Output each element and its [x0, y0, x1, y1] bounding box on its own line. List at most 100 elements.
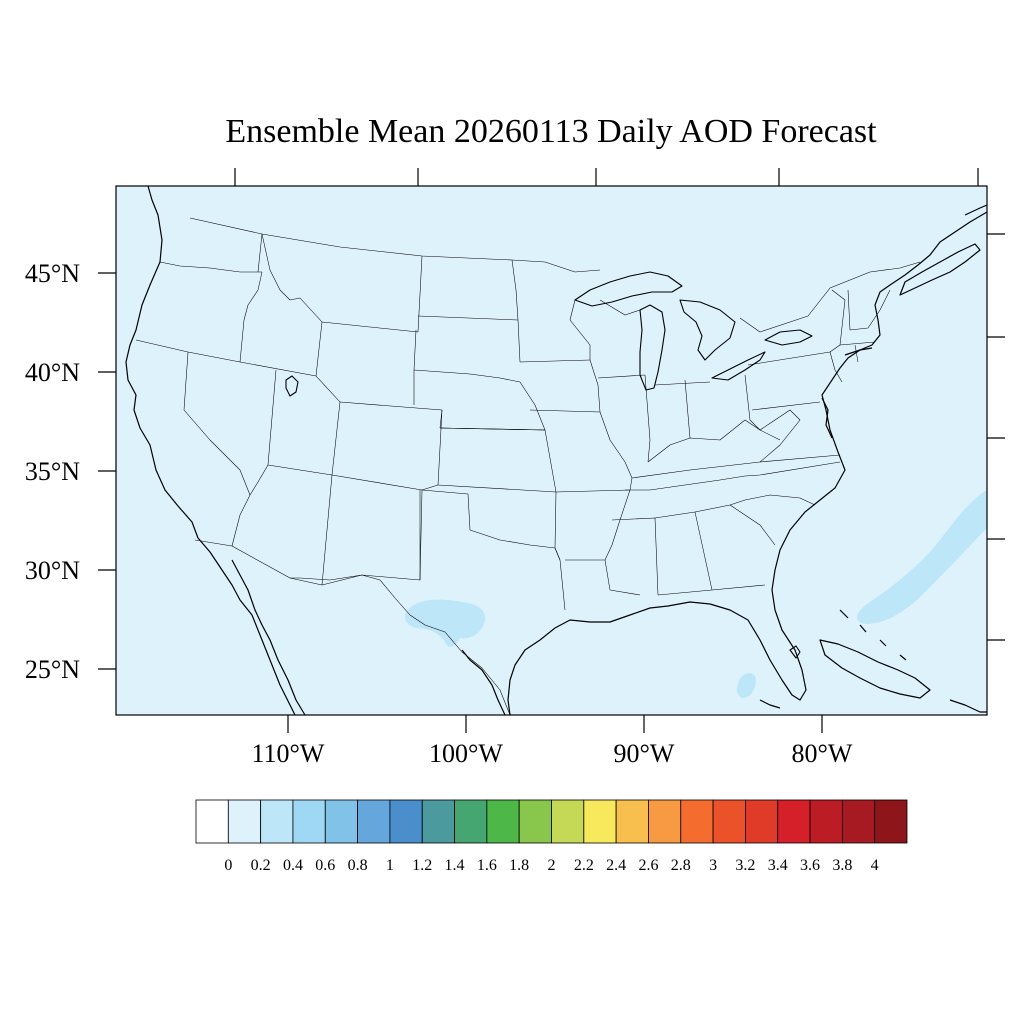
lat-label: 25°N: [25, 655, 80, 684]
coastlines: [125, 185, 988, 716]
colorbar-tick-label: 2.2: [574, 857, 594, 874]
aod-background-field: [116, 186, 987, 715]
or-id: [239, 271, 263, 363]
colorbar-box: [454, 799, 488, 844]
mn-ia: [519, 359, 591, 363]
colorbar-box: [486, 799, 520, 844]
lake-huron: [679, 299, 736, 361]
colorbar-box: [357, 799, 391, 844]
lake-superior: [574, 271, 683, 307]
colorbar-box: [712, 799, 746, 844]
ga-sc-nc: [694, 494, 816, 546]
colorbar-box: [518, 799, 552, 844]
colorbar-box: [648, 799, 682, 844]
colorbar-box: [421, 799, 455, 844]
aod-plume-texas: [404, 599, 486, 647]
colorbar-tick-label: 2.4: [606, 857, 626, 874]
nv-ut-az: [249, 369, 277, 496]
colorbar-tick-label: 2.6: [638, 857, 658, 874]
colorbar-tick-label: 0.4: [283, 857, 303, 874]
lon-labels: 110°W 100°W 90°W 80°W: [252, 739, 853, 768]
colorbar-tick-label: 0.8: [348, 857, 368, 874]
colorbar-box: [874, 799, 908, 844]
bahamas: [839, 609, 907, 661]
colorbar-box: [615, 799, 649, 844]
nd-sd: [417, 315, 519, 321]
lake-michigan: [639, 304, 666, 391]
lat-ticks: [98, 233, 1005, 670]
lon-label: 90°W: [614, 739, 675, 768]
lat-label: 40°N: [25, 358, 80, 387]
colorbar-tick-label: 1.2: [412, 857, 432, 874]
oh-pa-wv: [744, 374, 781, 441]
nova-scotia: [899, 243, 981, 296]
colorbar-box: [680, 799, 714, 844]
colorbar-tick-label: 2: [548, 857, 556, 874]
wi-il: [597, 374, 646, 379]
chesapeake-bay: [821, 397, 833, 439]
colorbar-box: [292, 799, 326, 844]
colorbar-box: [227, 799, 262, 844]
tn-ky: [631, 454, 841, 479]
lat-label: 35°N: [25, 457, 80, 486]
mn-wi: [569, 299, 591, 360]
colorbar-box: [389, 799, 423, 844]
map-frame: [115, 185, 988, 716]
mexico-interior-coast: [461, 649, 506, 716]
colorbar-box: [777, 799, 811, 844]
lake-okeechobee: [789, 645, 801, 659]
wa-id: [257, 233, 263, 273]
co-ks: [437, 409, 443, 486]
map-title: Ensemble Mean 20260113 Daily AOD Forecas…: [225, 113, 877, 150]
gulf-coast: [507, 211, 988, 716]
ma-ct-ri: [839, 341, 876, 363]
lon-label: 80°W: [792, 739, 853, 768]
colorbar-tick-label: 0: [224, 857, 232, 874]
colorbar-box: [841, 799, 876, 844]
pa-ny: [747, 351, 831, 366]
colorbar-tick-label: 1.6: [477, 857, 497, 874]
nd-mn: [511, 259, 521, 363]
wi-mi-up: [599, 299, 641, 316]
colorbar-labels: 0 0.2 0.4 0.6 0.8 1 1.2 1.4 1.6 1.8 2 2.2 2.4 2.6 2.8 3…: [224, 857, 878, 874]
colorbar-tick-label: 2.8: [671, 857, 691, 874]
colorbar-box: [809, 799, 843, 844]
colorbar-tick-label: 4: [871, 857, 879, 874]
ca-nv: [183, 351, 251, 547]
in-oh: [684, 379, 691, 439]
al-ga-fl: [654, 511, 766, 596]
florida-keys: [759, 699, 781, 709]
lat-label: 30°N: [25, 556, 80, 585]
pacific-coast: [125, 185, 296, 716]
id-mt: [261, 233, 323, 323]
cuba: [819, 639, 931, 699]
colorbar-tick-label: 1.4: [445, 857, 465, 874]
colorbar-tick-label: 3.2: [735, 857, 755, 874]
lake-ontario: [764, 329, 813, 346]
lon-ticks: [234, 168, 979, 733]
colorbar-tick-label: 3.6: [800, 857, 820, 874]
va-wv: [744, 409, 801, 463]
colorbar-box: [324, 799, 358, 844]
lon-label: 110°W: [252, 739, 325, 768]
great-salt-lake: [285, 375, 299, 397]
ky-oh-wv: [647, 419, 746, 463]
mo-il-ky: [599, 411, 633, 479]
ia-il: [589, 359, 601, 413]
mt-wy-sd: [321, 255, 423, 333]
lat-label: 45°N: [25, 259, 80, 288]
great-lakes: [285, 271, 813, 659]
political-boundaries: [135, 217, 921, 716]
newfoundland-south: [964, 204, 988, 216]
colorbar-tick-label: 3: [709, 857, 717, 874]
colorbar-box: [195, 799, 229, 844]
colorbar-tick-label: 3.8: [832, 857, 852, 874]
lon-label: 100°W: [429, 739, 503, 768]
long-island: [844, 347, 873, 356]
tn-south: [625, 461, 841, 491]
baja-east-coast: [231, 559, 306, 716]
colorbar-tick-label: 1: [386, 857, 394, 874]
hispaniola: [949, 699, 987, 713]
us-mexico-border: [194, 539, 511, 716]
aod-plume-atlantic: [856, 490, 987, 624]
